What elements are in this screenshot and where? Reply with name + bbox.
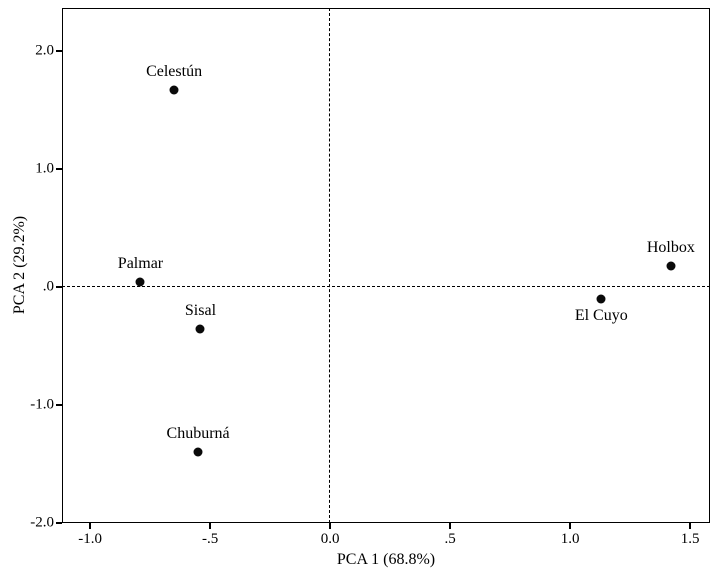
y-axis-tick-label: .0: [42, 278, 54, 295]
x-axis-tick-label: -.5: [201, 531, 219, 547]
x-axis-tick: [689, 523, 691, 529]
point-label: Holbox: [646, 238, 695, 256]
y-axis-title: PCA 2 (29.2%): [11, 215, 28, 315]
data-point: [666, 261, 676, 271]
point-label: Chuburná: [166, 425, 230, 443]
y-axis-tick-label: -2.0: [30, 514, 54, 531]
x-axis-tick-label: 1.5: [680, 531, 700, 547]
y-axis-tick-label: 2.0: [35, 42, 54, 59]
y-axis-tick-label: 1.0: [35, 160, 54, 177]
y-axis-tick: [56, 286, 62, 288]
x-axis-tick: [569, 523, 571, 529]
y-axis-tick: [56, 522, 62, 524]
x-axis-tick-label: .5: [444, 531, 456, 547]
data-point: [169, 85, 179, 95]
y-axis-tick: [56, 168, 62, 170]
y-axis-tick: [56, 50, 62, 52]
zero-reference-line-horizontal: [62, 286, 710, 288]
x-axis-tick-label: 1.0: [560, 531, 580, 547]
zero-reference-line-vertical: [329, 8, 331, 523]
y-axis-tick-label: -1.0: [30, 396, 54, 413]
x-axis-title: PCA 1 (68.8%): [336, 551, 436, 568]
x-axis-tick-label: -1.0: [78, 531, 102, 547]
data-point: [193, 447, 203, 457]
y-axis-tick: [56, 404, 62, 406]
x-axis-tick-label: 0.0: [320, 531, 340, 547]
point-label: Palmar: [117, 255, 164, 273]
point-label: El Cuyo: [574, 306, 628, 324]
x-axis-tick: [329, 523, 331, 529]
data-point: [135, 277, 145, 287]
data-point: [596, 294, 606, 304]
plot-area: [62, 8, 710, 523]
x-axis-tick: [89, 523, 91, 529]
x-axis-tick: [449, 523, 451, 529]
point-label: Celestún: [146, 62, 203, 80]
x-axis-tick: [209, 523, 211, 529]
point-label: Sisal: [184, 302, 217, 320]
data-point: [195, 324, 205, 334]
